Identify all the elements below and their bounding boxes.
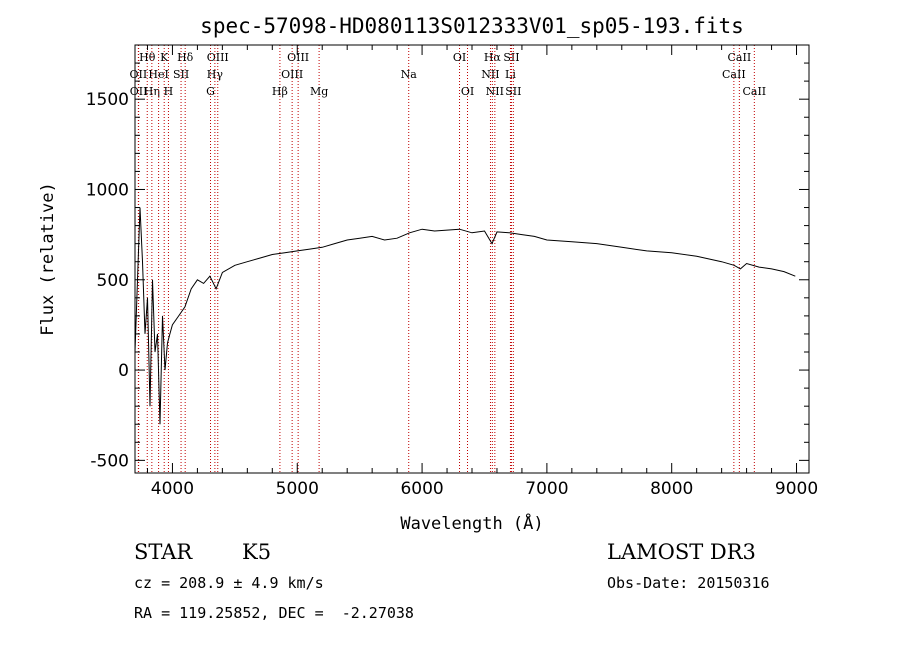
spectral-line-label: CaII bbox=[722, 68, 746, 81]
spectral-line-label: Na bbox=[401, 68, 418, 81]
spectral-line-label: Hδ bbox=[177, 51, 194, 64]
chart-title: spec-57098-HD080113S012333V01_sp05-193.f… bbox=[200, 14, 744, 38]
x-tick-label: 9000 bbox=[775, 479, 818, 499]
x-tick-label: 8000 bbox=[650, 479, 693, 499]
spectral-line-label: HeI bbox=[148, 68, 168, 81]
spectral-line-label: SII bbox=[505, 85, 521, 98]
y-tick-label: 1000 bbox=[86, 180, 129, 200]
spectral-line-label: OIII bbox=[207, 51, 229, 64]
y-tick-label: 500 bbox=[97, 271, 129, 291]
x-tick-label: 5000 bbox=[276, 479, 319, 499]
x-tick-label: 6000 bbox=[400, 479, 443, 499]
y-axis-label: Flux (relative) bbox=[38, 182, 58, 336]
redshift-cz: cz = 208.9 ± 4.9 km/s bbox=[134, 574, 324, 592]
x-tick-label: 4000 bbox=[151, 479, 194, 499]
spectral-line-label: NII bbox=[481, 68, 499, 81]
spectral-line-label: OIII bbox=[281, 68, 303, 81]
axis-ticks bbox=[135, 44, 809, 473]
x-axis-label: Wavelength (Å) bbox=[400, 512, 543, 534]
spectral-line-label: G bbox=[206, 85, 215, 98]
survey-name: LAMOST DR3 bbox=[607, 540, 756, 564]
spectral-line-label: SII bbox=[503, 51, 519, 64]
y-tick-label: 0 bbox=[118, 361, 129, 381]
spectral-line-label: CaII bbox=[742, 85, 766, 98]
spectral-line-label: OII bbox=[130, 85, 148, 98]
spectral-line-label: Hη bbox=[144, 85, 160, 98]
coordinates: RA = 119.25852, DEC = -2.27038 bbox=[134, 604, 414, 622]
spectral-line-label: NII bbox=[486, 85, 504, 98]
spectral-line-label: Mg bbox=[310, 85, 328, 98]
y-tick-labels: -500 0 500 1000 1500 bbox=[86, 90, 129, 471]
spectral-line-label: Li bbox=[505, 68, 516, 81]
y-tick-label: -500 bbox=[90, 451, 129, 471]
x-tick-labels: 4000 5000 6000 7000 8000 9000 bbox=[151, 479, 818, 499]
observation-date: Obs-Date: 20150316 bbox=[607, 574, 770, 592]
spectral-line-label: Hα bbox=[484, 51, 502, 64]
spectrum-series-line bbox=[134, 207, 796, 425]
spectral-line-label: Hθ bbox=[139, 51, 156, 64]
spectral-line-label: OIII bbox=[287, 51, 309, 64]
y-tick-label: 1500 bbox=[86, 90, 129, 110]
spectral-line-label: OI bbox=[461, 85, 474, 98]
spectral-line-label: CaII bbox=[728, 51, 752, 64]
spectral-line-label: OI bbox=[453, 51, 466, 64]
spectral-line-label: H bbox=[164, 85, 174, 98]
spectral-line-label: K bbox=[160, 51, 169, 64]
spectral-line-label: OII bbox=[130, 68, 148, 81]
spectral-line-label: Hβ bbox=[272, 85, 288, 98]
x-tick-label: 7000 bbox=[525, 479, 568, 499]
object-subclass: K5 bbox=[242, 540, 272, 564]
spectral-line-label: Hγ bbox=[207, 68, 224, 81]
object-class: STAR bbox=[134, 540, 193, 564]
spectral-line-label: SII bbox=[173, 68, 189, 81]
